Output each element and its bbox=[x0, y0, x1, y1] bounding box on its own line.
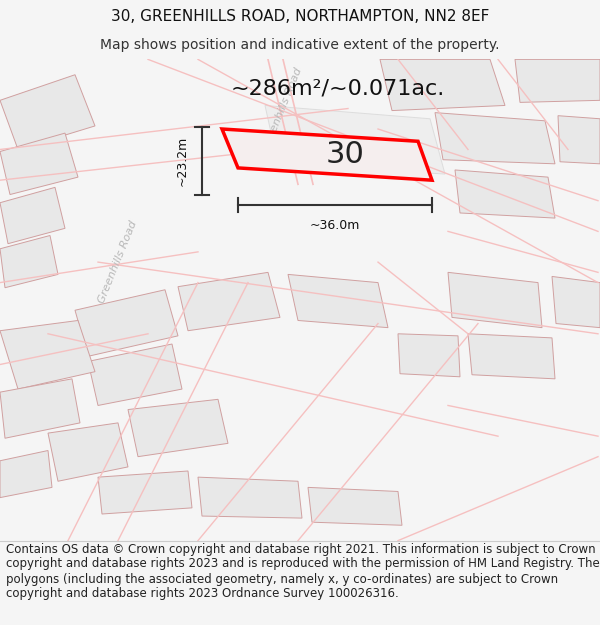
Polygon shape bbox=[128, 399, 228, 457]
Polygon shape bbox=[0, 379, 80, 438]
Polygon shape bbox=[398, 334, 460, 377]
Text: ~36.0m: ~36.0m bbox=[310, 219, 360, 232]
Polygon shape bbox=[88, 344, 182, 406]
Polygon shape bbox=[515, 59, 600, 102]
Polygon shape bbox=[265, 106, 445, 174]
Polygon shape bbox=[0, 188, 65, 244]
Text: Contains OS data © Crown copyright and database right 2021. This information is : Contains OS data © Crown copyright and d… bbox=[6, 542, 600, 601]
Text: ~286m²/~0.071ac.: ~286m²/~0.071ac. bbox=[231, 78, 445, 98]
Polygon shape bbox=[0, 133, 78, 194]
Polygon shape bbox=[0, 321, 95, 389]
Polygon shape bbox=[0, 236, 58, 288]
Polygon shape bbox=[0, 451, 52, 498]
Text: 30, GREENHILLS ROAD, NORTHAMPTON, NN2 8EF: 30, GREENHILLS ROAD, NORTHAMPTON, NN2 8E… bbox=[111, 9, 489, 24]
Text: Greenhills Road: Greenhills Road bbox=[97, 219, 139, 305]
Polygon shape bbox=[455, 170, 555, 218]
Polygon shape bbox=[198, 477, 302, 518]
Polygon shape bbox=[308, 488, 402, 525]
Polygon shape bbox=[435, 112, 555, 164]
Polygon shape bbox=[178, 272, 280, 331]
Text: 30: 30 bbox=[326, 140, 365, 169]
Polygon shape bbox=[468, 334, 555, 379]
Text: Greenhills Road: Greenhills Road bbox=[262, 66, 304, 151]
Polygon shape bbox=[448, 272, 542, 328]
Polygon shape bbox=[98, 471, 192, 514]
Polygon shape bbox=[380, 59, 505, 111]
Polygon shape bbox=[48, 423, 128, 481]
Polygon shape bbox=[558, 116, 600, 164]
Polygon shape bbox=[288, 274, 388, 328]
Polygon shape bbox=[222, 129, 432, 180]
Polygon shape bbox=[552, 276, 600, 328]
Polygon shape bbox=[0, 75, 95, 149]
Text: Map shows position and indicative extent of the property.: Map shows position and indicative extent… bbox=[100, 38, 500, 51]
Text: ~23.2m: ~23.2m bbox=[176, 136, 188, 186]
Polygon shape bbox=[75, 290, 178, 356]
